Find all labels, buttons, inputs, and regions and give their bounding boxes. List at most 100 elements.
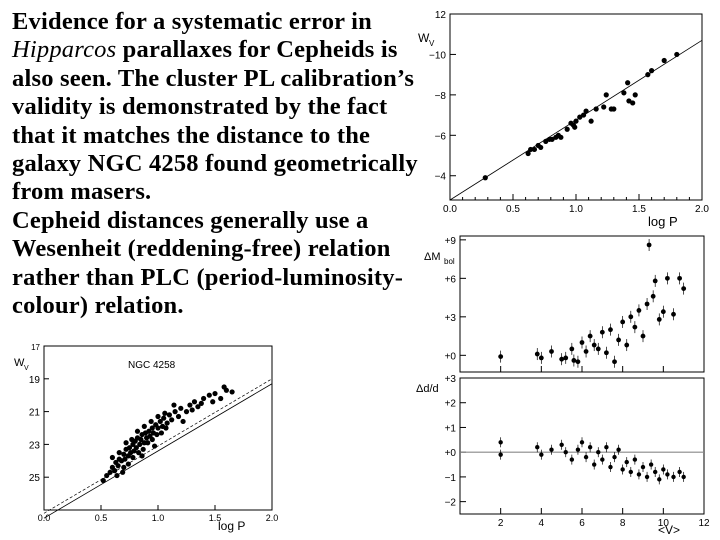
data-point [178,405,184,411]
x-axis-label: <V> [658,523,680,537]
data-point [134,428,141,434]
y-tick-label: +1 [445,423,457,434]
data-point [636,308,642,313]
data-point [162,410,168,416]
data-point [210,399,216,405]
data-point [498,354,504,360]
data-point [640,333,646,339]
x-tick-label: 12 [698,518,710,529]
data-point [164,420,170,426]
data-point [644,301,650,307]
data-point [608,464,613,470]
data-point [189,407,195,413]
data-point [133,445,139,451]
data-point [620,467,625,472]
x-tick-label: 8 [620,518,626,529]
data-point [120,469,126,475]
plot-frame-mbol [459,235,705,373]
x-tick-label: 2.0 [266,513,279,523]
paragraph-1-post: parallaxes for Cepheids is also seen. Th… [12,36,418,206]
y-tick-label: −6 [435,131,447,142]
data-point [656,316,662,322]
data-point [603,92,609,98]
y-tick-label: +0 [445,448,457,459]
data-point [218,395,224,402]
data-point [171,402,177,408]
y-tick-label: +6 [445,274,457,285]
data-point [661,467,666,472]
data-point [587,445,593,450]
data-point [538,355,544,361]
data-point [674,51,680,58]
x-tick-label: 2.0 [695,204,709,215]
data-point [145,440,151,446]
x-tick-label: 1.0 [152,513,165,523]
data-point [140,446,146,452]
data-point [677,469,682,475]
data-point [129,436,135,443]
data-point [580,112,587,118]
data-point [604,445,609,450]
data-point [166,412,172,418]
data-point [612,359,617,365]
data-point [155,413,161,420]
y-tick-label: 21 [29,408,41,419]
data-point [571,358,577,363]
y-axis-label: W [418,31,430,45]
data-point [632,92,638,98]
data-point [539,452,544,457]
data-point [549,447,554,452]
y-tick-label: 12 [435,10,447,21]
data-point [180,418,186,425]
data-point [175,413,182,420]
data-point [212,390,218,397]
data-point [569,346,575,352]
data-point [595,346,601,352]
y-tick-label: −4 [435,172,447,183]
data-point [139,453,145,459]
data-point [195,404,201,410]
data-point [191,399,198,405]
data-point [646,242,652,248]
data-point [169,417,175,423]
x-tick-label: 0.5 [506,204,520,215]
data-point [677,275,682,281]
y-tick-label: +0 [445,351,457,362]
data-point [575,359,581,365]
data-point [100,477,106,484]
data-point [645,72,651,78]
data-point [123,440,129,446]
data-point [632,324,638,330]
data-point [616,447,621,452]
data-point [146,428,152,434]
data-point [563,355,569,361]
x-tick-label: 1.5 [209,513,222,523]
data-point [648,462,654,467]
data-point [158,430,165,436]
data-point [592,462,597,467]
data-point [187,402,193,408]
y-tick-label: +9 [445,236,457,247]
data-point [621,90,627,96]
data-point [649,68,655,74]
chart-title: NGC 4258 [128,360,176,371]
data-point [201,395,207,402]
data-point [671,474,676,480]
data-point [136,450,142,456]
data-point [573,118,579,124]
data-point [600,457,605,462]
data-point [632,457,638,462]
data-point [109,454,115,461]
y-tick-label: −8 [435,91,447,102]
data-point [616,337,621,343]
data-point [563,449,568,455]
y-tick-label: 17 [31,343,40,352]
data-point [528,146,534,153]
data-point [534,351,540,357]
fit-line-dashed [43,378,273,514]
data-point [498,452,503,457]
data-point [221,384,227,390]
data-point [130,454,136,461]
